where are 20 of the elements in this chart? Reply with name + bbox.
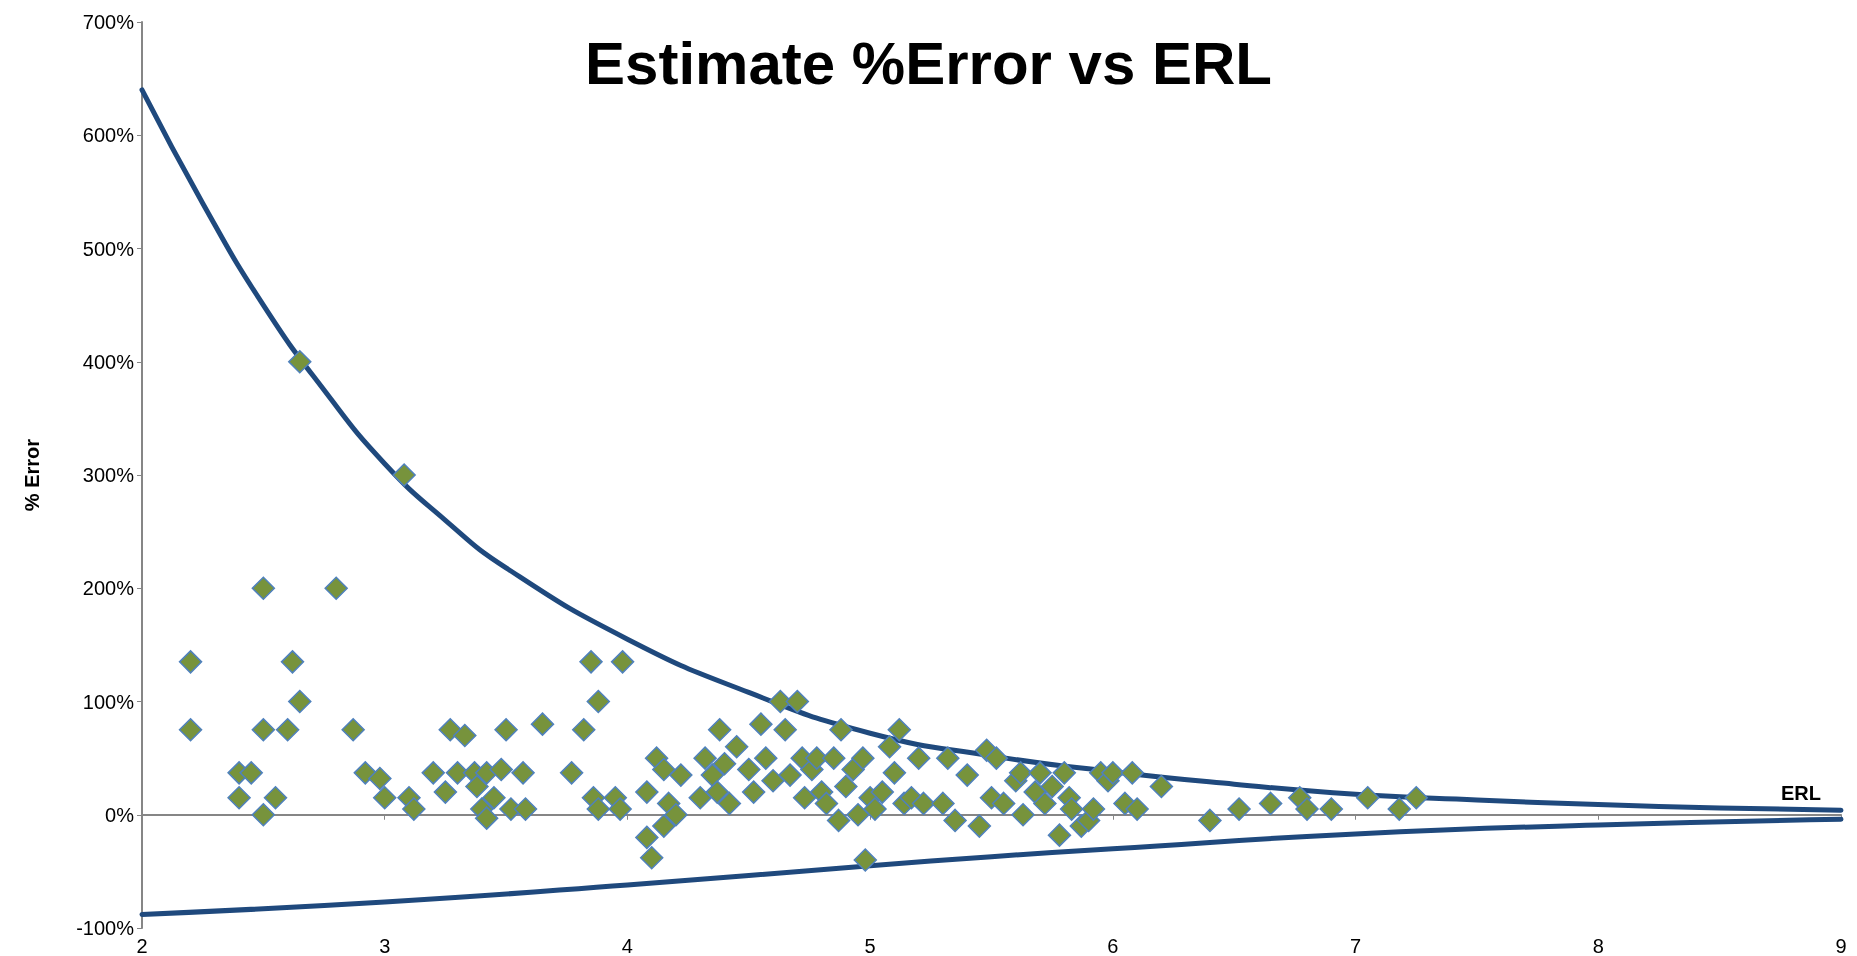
y-axis-title: % Error	[21, 438, 43, 512]
chart-title: Estimate %Error vs ERL	[585, 29, 1272, 97]
x-tick-label: 6	[1107, 935, 1119, 956]
y-tick-label: -100%	[76, 917, 135, 939]
x-tick-label: 2	[136, 935, 148, 956]
x-tick-label: 9	[1835, 935, 1847, 956]
x-tick-label: 5	[864, 935, 876, 956]
y-tick-label: 700%	[82, 11, 135, 33]
y-tick-label: 300%	[82, 464, 135, 486]
x-tick-label: 8	[1592, 935, 1604, 956]
y-tick-label: 500%	[82, 237, 135, 260]
x-tick-label: 7	[1350, 935, 1362, 956]
x-axis-title: ERL	[1781, 781, 1821, 804]
y-tick-label: 200%	[82, 577, 135, 600]
y-tick-label: 600%	[82, 124, 135, 147]
y-tick-label: 100%	[82, 690, 135, 713]
x-tick-label: 4	[621, 935, 633, 956]
y-tick-label: 0%	[105, 803, 135, 826]
y-tick-label: 400%	[82, 350, 135, 373]
x-tick-label: 3	[379, 935, 391, 956]
